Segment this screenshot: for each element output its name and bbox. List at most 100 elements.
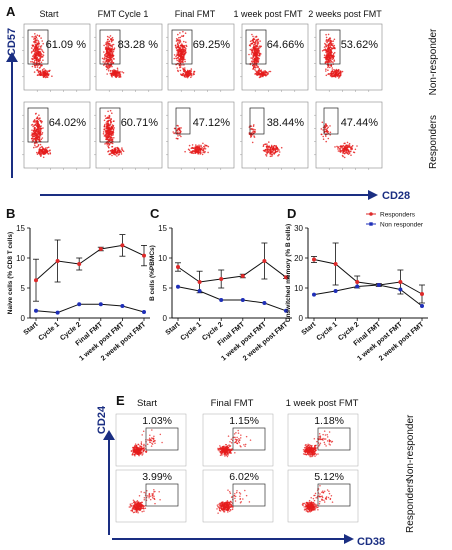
flow-dot <box>110 136 112 139</box>
flow-dot <box>234 451 236 454</box>
flow-dot <box>137 504 140 507</box>
flow-dot <box>176 59 178 62</box>
data-point <box>120 243 125 248</box>
flow-dot <box>319 493 321 495</box>
flow-dot <box>238 438 240 440</box>
flow-dot <box>269 152 272 154</box>
flow-dot <box>32 54 35 56</box>
flow-dot <box>148 497 150 499</box>
flow-plot-frame <box>23 23 91 91</box>
panel-e-x-marker: CD38 <box>357 536 385 548</box>
flow-dot <box>253 58 256 61</box>
flow-dot <box>196 151 198 153</box>
flow-dot <box>51 75 53 77</box>
flow-dot <box>195 148 197 150</box>
flow-dot <box>179 41 182 43</box>
flow-dot <box>253 136 256 138</box>
flow-dot <box>181 73 184 76</box>
flow-dot <box>40 52 42 55</box>
flow-dot <box>217 512 219 514</box>
flow-dot <box>180 130 182 133</box>
flow-dot <box>331 501 334 503</box>
flow-dot <box>179 54 182 57</box>
flow-dot <box>133 503 136 506</box>
flow-plot-frame <box>241 23 309 91</box>
flow-dot <box>305 443 307 446</box>
flow-dot <box>242 498 244 500</box>
data-point <box>55 259 60 263</box>
flow-dot <box>254 67 257 69</box>
data-point <box>333 289 338 293</box>
flow-dot <box>221 503 223 505</box>
flow-dot <box>199 149 202 151</box>
flow-dot <box>331 58 334 60</box>
flow-dot <box>109 109 112 112</box>
y-tick-label: 0 <box>163 314 168 323</box>
flow-gate <box>99 107 121 143</box>
flow-dot <box>176 54 178 56</box>
flow-dot <box>328 61 331 63</box>
flow-dot <box>203 151 206 154</box>
flow-dot <box>140 503 143 506</box>
flow-dot <box>39 146 42 149</box>
flow-dot <box>183 53 185 56</box>
flow-dot <box>204 148 207 150</box>
flow-dot <box>106 131 108 133</box>
flow-dot <box>258 57 260 60</box>
flow-plot: 1.15% <box>202 413 274 467</box>
flow-dot <box>252 38 255 41</box>
flow-dot <box>217 447 219 450</box>
flow-dot <box>321 121 324 124</box>
flow-dot <box>256 42 259 45</box>
flow-dot <box>110 62 113 64</box>
flow-dot <box>44 74 47 76</box>
flow-dot <box>31 61 34 63</box>
flow-dot <box>154 440 156 442</box>
flow-dot <box>237 432 240 434</box>
flow-dot <box>122 150 125 153</box>
flow-dot <box>265 74 267 77</box>
flow-dot <box>176 52 179 54</box>
flow-dot <box>39 119 41 122</box>
flow-dot <box>184 49 187 51</box>
flow-dot <box>321 498 323 501</box>
data-point <box>398 287 403 292</box>
flow-dot <box>329 497 332 500</box>
flow-dot <box>259 40 261 42</box>
flow-dot <box>230 441 233 444</box>
flow-dot <box>140 442 143 445</box>
flow-dot <box>184 67 186 69</box>
flow-dot <box>202 150 205 152</box>
flow-dot <box>112 124 115 127</box>
flow-dot <box>189 72 192 75</box>
flow-dot <box>258 73 261 75</box>
flow-dot <box>41 40 43 42</box>
flow-dot <box>37 129 39 131</box>
flow-dot <box>330 495 333 497</box>
flow-dot <box>234 492 236 495</box>
flow-dot <box>268 70 271 73</box>
flow-dot <box>312 509 314 511</box>
flow-dot <box>308 506 311 508</box>
panel-e-tp-3: 1 week post FMT <box>286 398 359 409</box>
flow-dot <box>142 451 145 453</box>
flow-dot <box>102 61 104 63</box>
flow-dot <box>327 58 330 61</box>
flow-dot <box>226 445 228 448</box>
flow-dot <box>104 48 107 50</box>
flow-dot <box>108 144 110 146</box>
flow-dot <box>228 506 230 509</box>
flow-dot <box>334 76 337 78</box>
flow-dot <box>34 33 36 35</box>
flow-dot <box>103 124 106 127</box>
flow-dot <box>177 54 180 57</box>
flow-dot <box>175 40 178 42</box>
flow-dot <box>32 49 35 51</box>
flow-dot <box>272 152 275 154</box>
flow-dot <box>184 150 186 153</box>
flow-dot <box>316 506 318 509</box>
flow-dot <box>34 39 37 41</box>
flow-dot <box>308 447 310 449</box>
flow-dot <box>151 495 153 497</box>
flow-dot <box>148 492 151 495</box>
